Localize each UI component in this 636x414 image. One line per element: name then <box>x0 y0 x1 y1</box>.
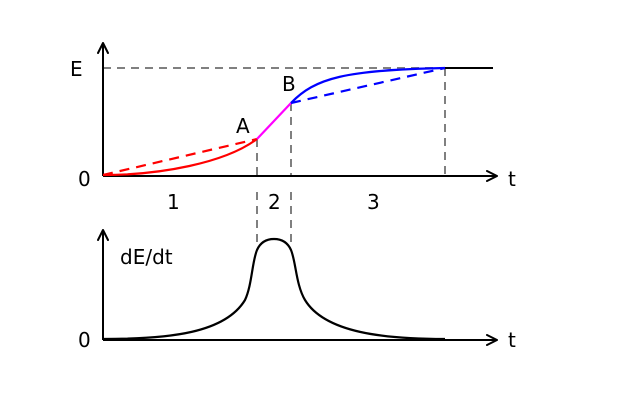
phase-3-curve <box>290 66 446 104</box>
region-3-label: 3 <box>367 190 380 214</box>
top-origin-label: 0 <box>78 167 91 191</box>
top-plot: E 0 t A B <box>70 42 516 248</box>
top-x-axis-label: t <box>508 167 516 191</box>
phase-1-curve <box>102 138 258 177</box>
phase-3-chord <box>290 66 446 105</box>
guide-lines <box>103 67 446 248</box>
region-2-label: 2 <box>268 190 281 214</box>
bottom-origin-label: 0 <box>78 328 91 352</box>
region-labels: 1 2 3 <box>167 190 380 214</box>
bottom-x-axis-label: t <box>508 328 516 352</box>
phase-2-segment <box>256 102 292 140</box>
region-1-label: 1 <box>167 190 180 214</box>
point-a-label: A <box>236 114 250 138</box>
top-y-axis-label: E <box>70 57 83 81</box>
bottom-plot: dE/dt 0 t <box>78 229 516 352</box>
phase-1-chord <box>102 137 258 177</box>
rate-curve <box>102 237 446 341</box>
point-b-label: B <box>282 72 296 96</box>
bottom-y-axis-label: dE/dt <box>120 245 173 269</box>
